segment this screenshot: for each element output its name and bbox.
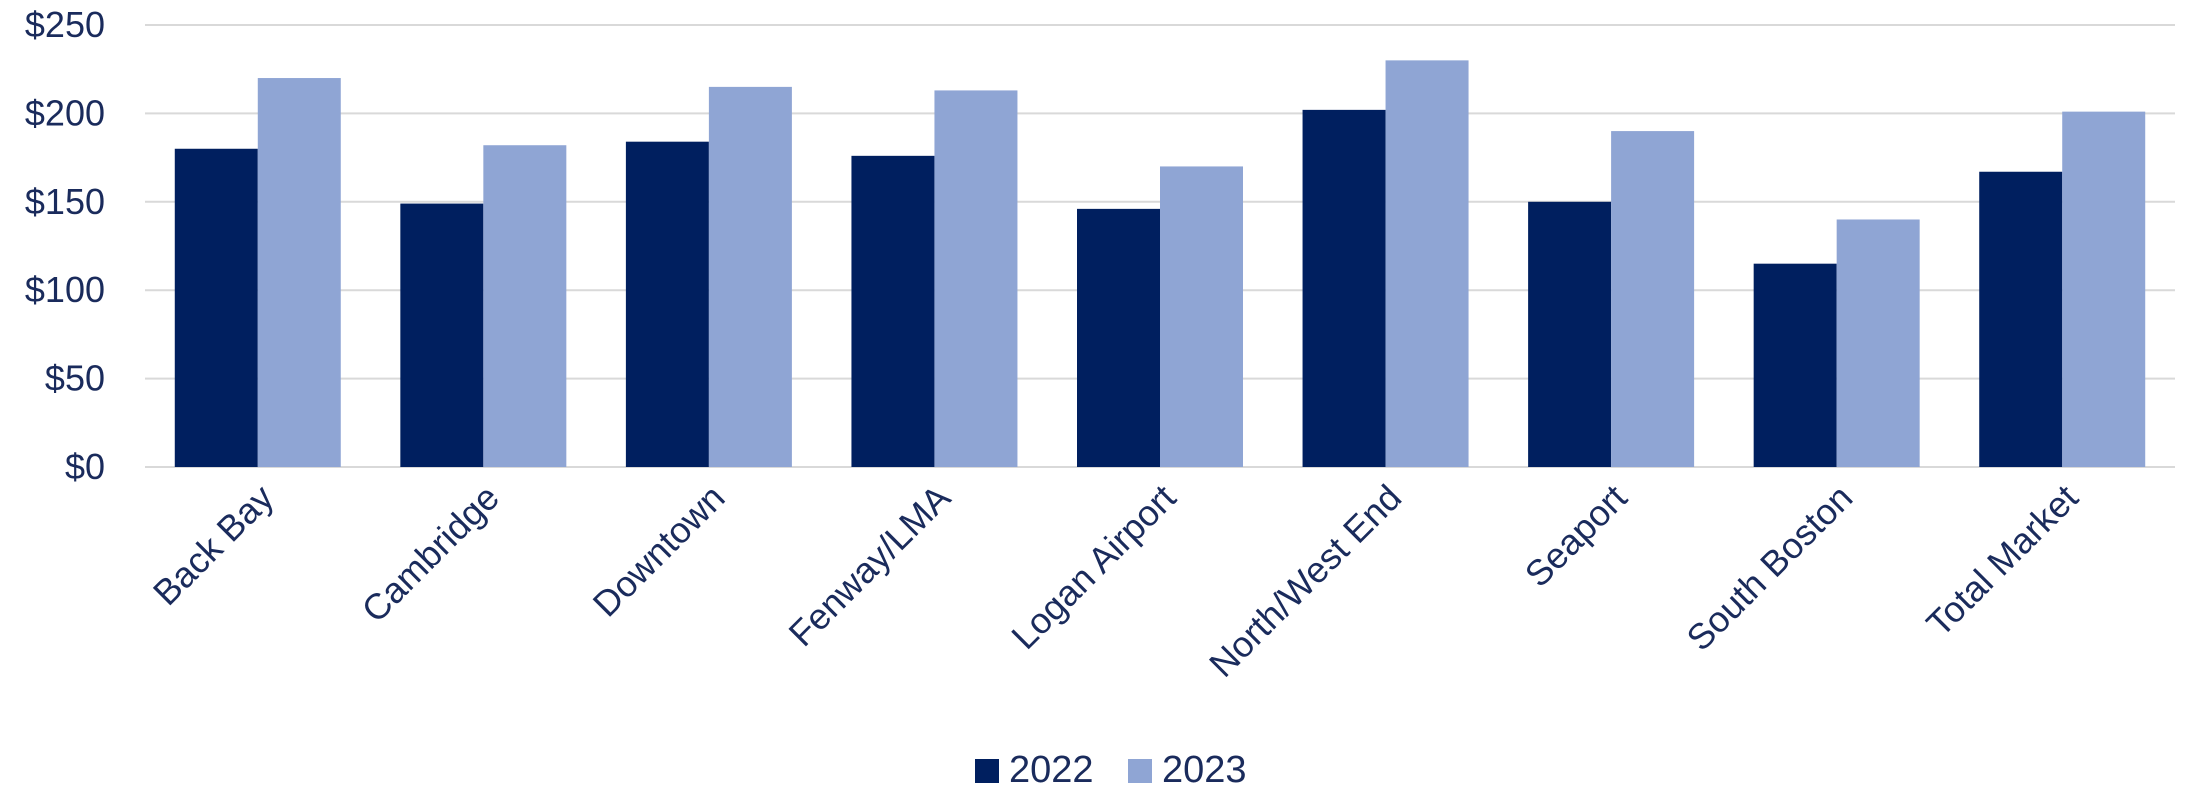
y-axis-ticks: $0 $50 $100 $150 $200 $250 bbox=[25, 4, 105, 487]
x-tick-label: South Boston bbox=[1678, 477, 1860, 659]
legend-swatch bbox=[975, 759, 999, 783]
bar-2023-downtown bbox=[708, 86, 792, 467]
x-tick-label: Seaport bbox=[1517, 477, 1635, 595]
bar-2022-north-west-end bbox=[1302, 109, 1386, 467]
y-tick-label: $0 bbox=[65, 446, 105, 487]
bar-2022-south-boston bbox=[1753, 263, 1837, 467]
legend-swatch bbox=[1128, 759, 1152, 783]
x-tick-label: Fenway/LMA bbox=[781, 477, 959, 655]
y-tick-label: $150 bbox=[25, 181, 105, 222]
legend-label: 2023 bbox=[1162, 749, 1247, 791]
y-tick-label: $100 bbox=[25, 269, 105, 310]
y-tick-label: $200 bbox=[25, 92, 105, 133]
x-tick-label: North/West End bbox=[1201, 477, 1409, 685]
bar-2023-north-west-end bbox=[1385, 60, 1469, 468]
x-tick-label: Downtown bbox=[585, 477, 733, 625]
bar-2023-south-boston bbox=[1836, 219, 1920, 467]
bar-2023-cambridge bbox=[483, 145, 567, 467]
bar-2023-logan-airport bbox=[1160, 166, 1243, 467]
bars bbox=[174, 60, 2146, 468]
y-tick-label: $250 bbox=[25, 4, 105, 45]
bar-2023-fenway-lma bbox=[934, 90, 1018, 467]
y-tick-label: $50 bbox=[45, 358, 105, 399]
legend: 2022 2023 bbox=[975, 749, 1247, 791]
x-axis-labels: Back Bay Cambridge Downtown Fenway/LMA Logan… bbox=[145, 477, 2086, 685]
bar-2023-seaport bbox=[1611, 131, 1695, 467]
bar-2022-cambridge bbox=[400, 203, 484, 467]
x-tick-label: Cambridge bbox=[353, 477, 507, 631]
bar-2022-fenway-lma bbox=[851, 155, 935, 467]
x-tick-label: Logan Airport bbox=[1003, 477, 1183, 657]
bar-2022-back-bay bbox=[174, 148, 258, 467]
x-tick-label: Back Bay bbox=[145, 477, 282, 614]
legend-label: 2022 bbox=[1009, 749, 1094, 791]
bar-2022-seaport bbox=[1528, 201, 1612, 468]
bar-2022-total-market bbox=[1979, 171, 2063, 467]
bar-2022-downtown bbox=[625, 141, 709, 468]
bar-2022-logan-airport bbox=[1077, 208, 1160, 467]
x-tick-label: Total Market bbox=[1918, 477, 2086, 645]
bar-2023-total-market bbox=[2062, 111, 2146, 467]
bar-2023-back-bay bbox=[257, 78, 341, 467]
